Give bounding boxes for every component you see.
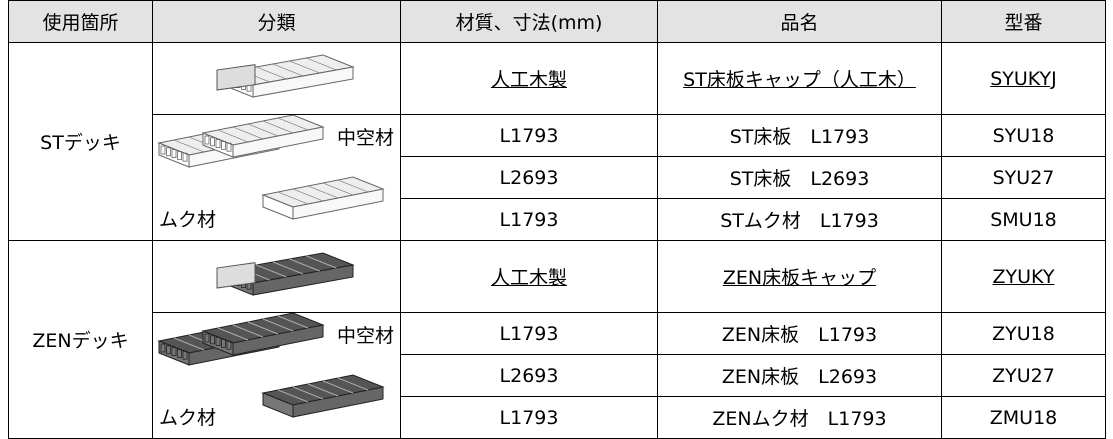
- material-cell: L1793: [400, 114, 658, 157]
- board-illustration: [216, 252, 355, 296]
- header-cell: 型番: [941, 0, 1106, 43]
- product-row: 中空材 ムク材 L1793 ZEN床板 L1793 ZYU18: [9, 312, 1106, 439]
- header-row: 使用箇所 分類 材質、寸法(mm) 品名 型番: [8, 0, 1106, 43]
- material-cell: L1793: [400, 198, 658, 241]
- code-cell: SYU18: [941, 114, 1106, 157]
- name-cell: ST床板 L1793: [657, 114, 942, 157]
- product-row: 中空材 ムク材 L1793 ST床板 L1793 SYU18: [9, 114, 1106, 241]
- usage-cell: ZENデッキ: [8, 240, 153, 439]
- name-cell: ZEN床板 L2693: [657, 354, 942, 397]
- cap-image-cell: [152, 240, 401, 313]
- product-row: L1793 STムク材 L1793 SMU18: [9, 198, 1106, 241]
- board-illustration: [157, 313, 385, 418]
- material-cell: L1793: [400, 396, 658, 439]
- category-cell: 中空材ムク材: [152, 114, 401, 241]
- name-cell: ZEN床板 L1793: [657, 312, 942, 355]
- cap-code-cell: SYUKYJ: [941, 42, 1106, 115]
- cap-name-link[interactable]: ST床板キャップ（人工木）: [683, 69, 916, 91]
- header-cell: 品名: [657, 0, 942, 43]
- category-cell: 中空材ムク材: [152, 312, 401, 439]
- cap-code-link[interactable]: ZYUKY: [992, 265, 1055, 288]
- code-cell: ZMU18: [941, 396, 1106, 439]
- solid-label: ムク材: [159, 407, 217, 429]
- cap-code-link[interactable]: SYUKYJ: [990, 67, 1057, 90]
- cap-name-cell: ZEN床板キャップ: [657, 240, 942, 313]
- usage-cell: STデッキ: [8, 42, 153, 241]
- cap-material-cell: 人工木製: [400, 240, 658, 313]
- header-cell: 材質、寸法(mm): [400, 0, 658, 43]
- hollow-label: 中空材: [336, 127, 394, 149]
- material-cell: L2693: [400, 354, 658, 397]
- code-cell: SMU18: [941, 198, 1106, 241]
- code-cell: SYU27: [941, 156, 1106, 199]
- header-cell: 使用箇所: [8, 0, 153, 43]
- table-body: STデッキ 人工木製 ST床板キャップ（人工木） SYUKYJ 中空材 ムク材 L1793 S…: [8, 42, 1106, 439]
- material-cell: L2693: [400, 156, 658, 199]
- product-row: L1793 ZENムク材 L1793 ZMU18: [9, 396, 1106, 439]
- cap-material-link[interactable]: 人工木製: [490, 69, 567, 91]
- board-illustration: [157, 115, 385, 220]
- cap-row: STデッキ 人工木製 ST床板キャップ（人工木） SYUKYJ: [8, 42, 1106, 241]
- board-illustration: [216, 54, 355, 98]
- name-cell: STムク材 L1793: [657, 198, 942, 241]
- product-row: L2693 ST床板 L2693 SYU27: [9, 156, 1106, 199]
- solid-label: ムク材: [159, 209, 217, 231]
- product-table: 使用箇所 分類 材質、寸法(mm) 品名 型番 STデッキ 人工木製 ST床板キャップ（人工…: [8, 0, 1106, 439]
- cap-name-link[interactable]: ZEN床板キャップ: [722, 267, 877, 289]
- cap-image-cell: [152, 42, 401, 115]
- cap-material-cell: 人工木製: [400, 42, 658, 115]
- name-cell: ZENムク材 L1793: [657, 396, 942, 439]
- code-cell: ZYU18: [941, 312, 1106, 355]
- cap-row: ZENデッキ 人工木製 ZEN床板キャップ ZYUKY: [8, 240, 1106, 439]
- header-cell: 分類: [152, 0, 401, 43]
- material-cell: L1793: [400, 312, 658, 355]
- cap-name-cell: ST床板キャップ（人工木）: [657, 42, 942, 115]
- name-cell: ST床板 L2693: [657, 156, 942, 199]
- cap-material-link[interactable]: 人工木製: [490, 267, 567, 289]
- hollow-label: 中空材: [336, 325, 394, 347]
- cap-code-cell: ZYUKY: [941, 240, 1106, 313]
- code-cell: ZYU27: [941, 354, 1106, 397]
